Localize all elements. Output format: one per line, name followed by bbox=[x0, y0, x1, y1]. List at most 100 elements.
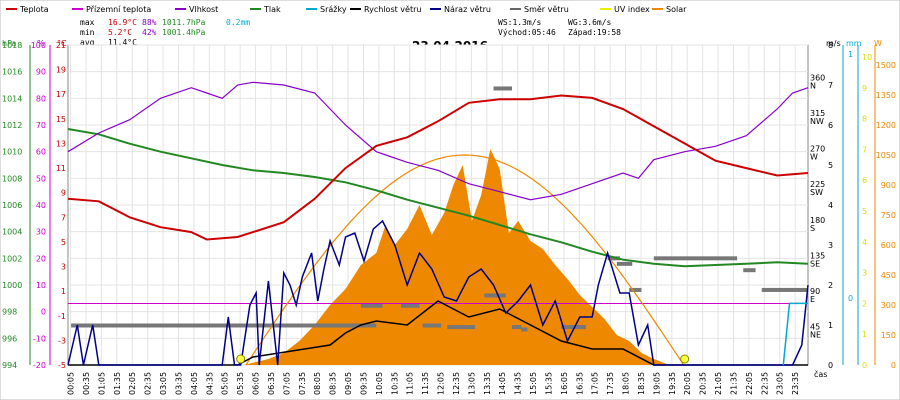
stat-0-1: 16.9°C bbox=[108, 18, 137, 27]
tick-solar-3: 1050 bbox=[876, 151, 896, 160]
tick-speed-5: 3 bbox=[828, 241, 833, 250]
stat-1-3: 1001.4hPa bbox=[162, 28, 206, 37]
tick-temp-1: 19 bbox=[56, 66, 66, 75]
tick-speed-8: 0 bbox=[828, 361, 833, 370]
tick-uv-9: 1 bbox=[862, 330, 867, 339]
tick-pressure-4: 1010 bbox=[2, 148, 22, 157]
wind-dir-bar-14 bbox=[761, 287, 808, 292]
axis-unit-wind: m/s bbox=[826, 39, 841, 48]
tick-dir-lab-1: NW bbox=[810, 117, 824, 126]
x-tick-32: 16:05 bbox=[560, 372, 569, 395]
axis-unit-temperature: °C bbox=[57, 39, 67, 48]
legend-label-8: UV index bbox=[614, 5, 650, 14]
stat-2-1: 11.4°C bbox=[108, 38, 137, 47]
temperature-line bbox=[67, 94, 809, 241]
stat-0-4: 0.2mm bbox=[226, 18, 250, 27]
x-tick-25: 12:35 bbox=[452, 372, 461, 395]
tick-humidity-8: 20 bbox=[36, 254, 46, 263]
tick-solar-6: 600 bbox=[881, 241, 896, 250]
stat-1-1: 5.2°C bbox=[108, 28, 132, 37]
wind-dir-bar-3 bbox=[422, 323, 442, 328]
x-tick-29: 14:35 bbox=[514, 372, 523, 395]
tick-solar-1: 1350 bbox=[876, 91, 896, 100]
tick-temp-12: -3 bbox=[58, 336, 66, 345]
tick-pressure-7: 1004 bbox=[2, 228, 22, 237]
x-tick-20: 10:05 bbox=[375, 372, 384, 395]
sunrise: Východ:05:46 bbox=[498, 28, 556, 37]
x-tick-1: 00:35 bbox=[82, 372, 91, 395]
tick-rain-1: 0 bbox=[848, 294, 853, 303]
wind-dir-bar-8 bbox=[561, 325, 586, 330]
wind-dir-bar-11 bbox=[629, 287, 642, 292]
tick-dir-deg-2: 270 bbox=[810, 145, 825, 154]
tick-speed-3: 5 bbox=[828, 161, 833, 170]
tick-uv-2: 8 bbox=[862, 115, 867, 124]
axis-unit-solar: W bbox=[874, 39, 882, 48]
uv-marker-1 bbox=[680, 354, 690, 364]
tick-pressure-12: 994 bbox=[2, 361, 17, 370]
tick-uv-3: 7 bbox=[862, 145, 867, 154]
legend-label-9: Solar bbox=[666, 5, 687, 14]
x-tick-0: 00:05 bbox=[67, 372, 76, 395]
tick-uv-7: 3 bbox=[862, 269, 867, 278]
tick-uv-1: 9 bbox=[862, 84, 867, 93]
tick-pressure-0: 1018 bbox=[2, 41, 22, 50]
x-tick-11: 05:35 bbox=[236, 372, 245, 395]
tick-temp-0: 21 bbox=[56, 41, 66, 50]
x-tick-9: 04:35 bbox=[205, 372, 214, 395]
axis-unit-humidity: % bbox=[37, 39, 45, 48]
tick-dir-deg-0: 360 bbox=[810, 74, 825, 83]
tick-humidity-5: 50 bbox=[36, 174, 46, 183]
wind-speed-line bbox=[68, 300, 808, 366]
x-tick-12: 06:05 bbox=[252, 372, 261, 395]
tick-dir-deg-6: 90 bbox=[810, 287, 820, 296]
tick-humidity-4: 60 bbox=[36, 148, 46, 157]
legend-label-6: Náraz větru bbox=[444, 5, 491, 14]
tick-temp-9: 3 bbox=[61, 263, 66, 272]
x-tick-15: 07:35 bbox=[298, 372, 307, 395]
legend-label-0: Teplota bbox=[19, 5, 49, 14]
x-tick-28: 14:05 bbox=[498, 372, 507, 395]
x-tick-35: 17:35 bbox=[606, 372, 615, 395]
tick-pressure-5: 1008 bbox=[2, 174, 22, 183]
x-tick-24: 12:05 bbox=[437, 372, 446, 395]
x-tick-19: 09:35 bbox=[359, 372, 368, 395]
x-tick-2: 01:05 bbox=[97, 372, 106, 395]
x-tick-16: 08:05 bbox=[313, 372, 322, 395]
tick-humidity-2: 80 bbox=[36, 94, 46, 103]
wind-dir-bar-10 bbox=[616, 261, 633, 266]
tick-pressure-8: 1002 bbox=[2, 254, 22, 263]
x-tick-31: 15:35 bbox=[544, 372, 553, 395]
x-tick-36: 18:05 bbox=[622, 372, 631, 395]
x-tick-27: 13:35 bbox=[483, 372, 492, 395]
wind-dir-bar-7 bbox=[521, 327, 528, 332]
solar-actual-area bbox=[243, 149, 670, 365]
tick-pressure-6: 1006 bbox=[2, 201, 22, 210]
tick-dir-deg-7: 45 bbox=[810, 322, 820, 331]
tick-uv-10: 0 bbox=[862, 361, 867, 370]
tick-speed-7: 1 bbox=[828, 321, 833, 330]
tick-temp-3: 15 bbox=[56, 115, 66, 124]
tick-pressure-9: 1000 bbox=[2, 281, 22, 290]
tick-dir-deg-1: 315 bbox=[810, 109, 825, 118]
tick-solar-4: 900 bbox=[881, 181, 896, 190]
x-tick-17: 08:35 bbox=[329, 372, 338, 395]
tick-uv-6: 4 bbox=[862, 238, 867, 247]
x-tick-40: 20:05 bbox=[683, 372, 692, 395]
wind-dir-bar-9 bbox=[607, 256, 620, 261]
tick-rain-0: 1 bbox=[848, 50, 853, 59]
x-tick-39: 19:35 bbox=[668, 372, 677, 395]
solar-theoretical-line bbox=[245, 154, 685, 366]
x-tick-18: 09:05 bbox=[344, 372, 353, 395]
stat-1-2: 42% bbox=[142, 28, 157, 37]
legend-label-3: Tlak bbox=[263, 5, 281, 14]
tick-temp-5: 11 bbox=[56, 164, 66, 173]
wind-dir-bar-5 bbox=[484, 293, 506, 298]
tick-speed-4: 4 bbox=[828, 201, 833, 210]
tick-uv-0: 10 bbox=[862, 53, 872, 62]
x-tick-8: 04:05 bbox=[190, 372, 199, 395]
tick-solar-9: 150 bbox=[881, 331, 896, 340]
x-tick-23: 11:35 bbox=[421, 372, 430, 395]
tick-speed-1: 7 bbox=[828, 81, 833, 90]
